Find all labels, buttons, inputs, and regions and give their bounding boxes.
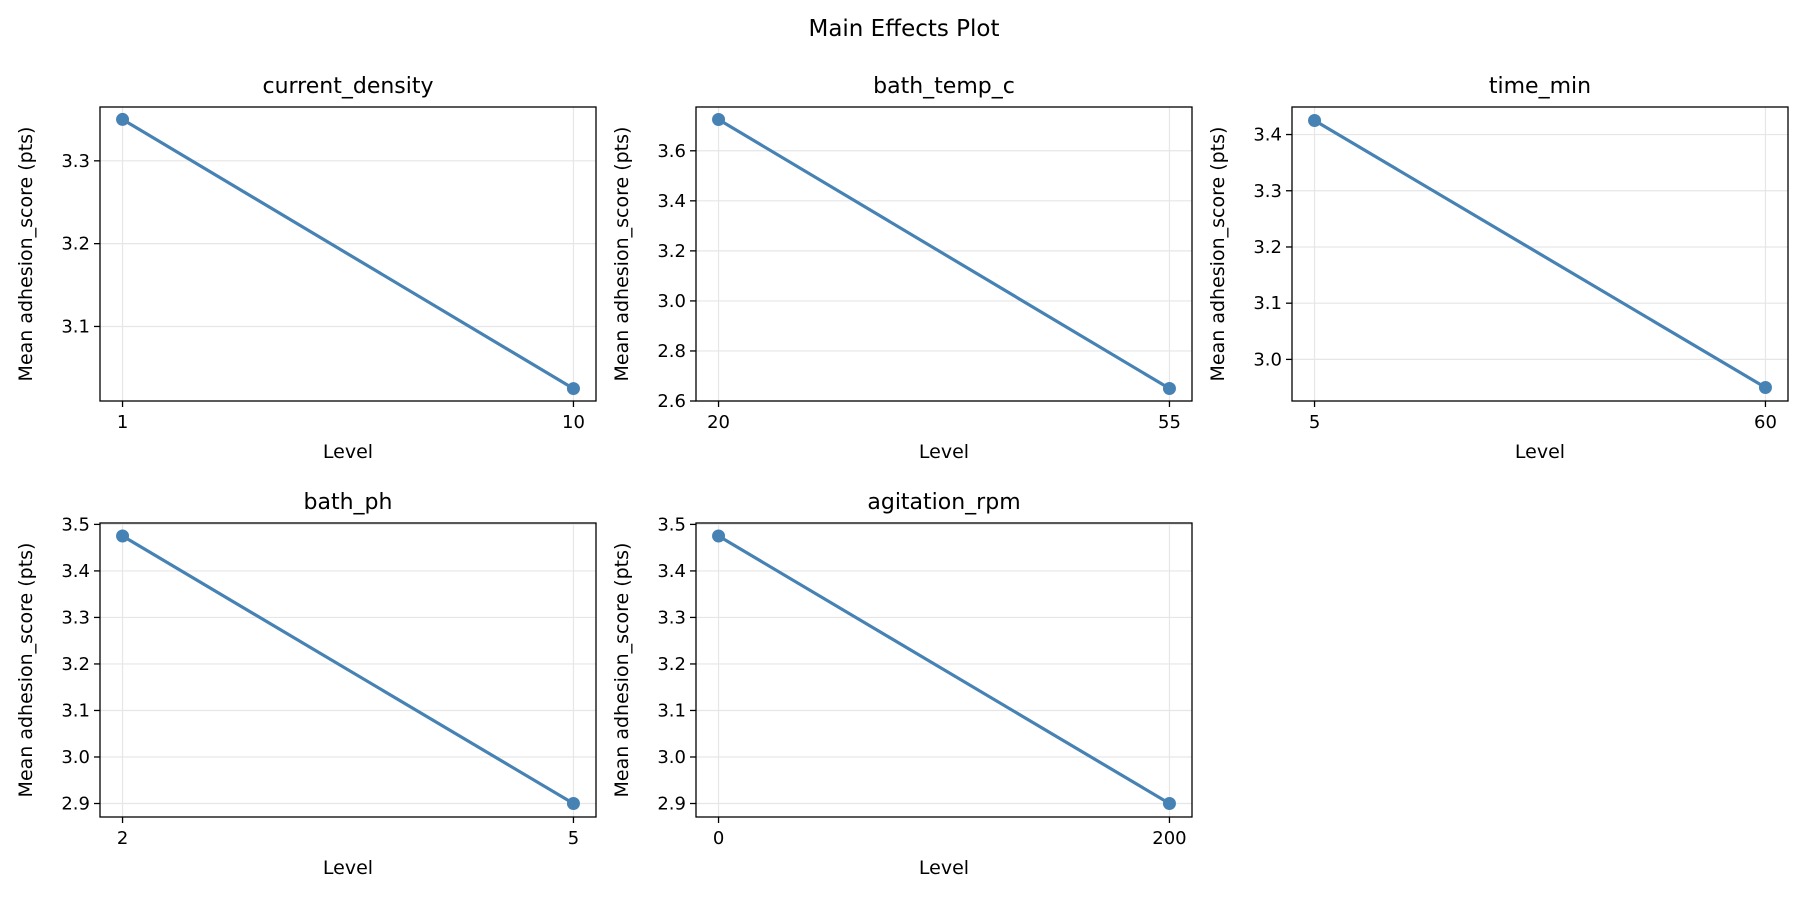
x-tick-label: 20 <box>707 412 730 433</box>
x-tick-label: 60 <box>1754 412 1777 433</box>
y-axis-label: Mean adhesion_score (pts) <box>15 127 37 382</box>
y-tick-label: 3.1 <box>1253 293 1282 314</box>
data-point <box>1162 381 1176 395</box>
plot-frame <box>695 106 1193 402</box>
subplot-title: time_min <box>1489 74 1591 99</box>
data-point <box>712 113 726 127</box>
y-tick-label: 3.3 <box>61 607 90 628</box>
y-tick-label: 2.9 <box>61 794 90 815</box>
x-axis-label: Level <box>323 857 373 879</box>
subplot-agitation_rpm: 2.9 3.0 3.1 3.2 3.3 3.4 3.5 0 200 agitation_rpm Le… <box>611 490 1193 879</box>
series-line <box>716 117 1172 391</box>
subplot-title: bath_ph <box>304 490 393 515</box>
y-tick-label: 3.1 <box>657 700 686 721</box>
y-tick-label: 3.4 <box>657 191 686 212</box>
y-tick-label: 3.1 <box>61 316 90 337</box>
y-tick-label: 3.4 <box>657 561 686 582</box>
y-tick-label: 3.2 <box>1253 237 1282 258</box>
subplot-bath_temp_c: 2.6 2.8 3.0 3.2 3.4 3.6 20 55 bath_temp_c Level Me… <box>611 74 1193 463</box>
x-axis-label: Level <box>919 441 969 463</box>
y-tick-label: 3.2 <box>657 654 686 675</box>
subplot-title: current_density <box>262 74 433 99</box>
y-tick-label: 3.5 <box>61 514 90 535</box>
y-tick-label: 3.6 <box>657 141 686 162</box>
figure-title: Main Effects Plot <box>808 16 999 42</box>
data-point <box>1758 381 1772 395</box>
x-tick-label: 200 <box>1152 828 1186 849</box>
y-axis-label: Mean adhesion_score (pts) <box>611 127 633 382</box>
x-tick-label: 5 <box>1309 412 1320 433</box>
y-axis-label: Mean adhesion_score (pts) <box>611 543 633 798</box>
y-tick-label: 3.2 <box>61 654 90 675</box>
series-line <box>1312 118 1768 390</box>
data-point <box>116 529 130 543</box>
x-tick-label: 0 <box>713 828 724 849</box>
data-point <box>566 797 580 811</box>
subplot-title: bath_temp_c <box>873 74 1015 99</box>
x-axis-label: Level <box>323 441 373 463</box>
series-line <box>120 534 576 806</box>
plot-frame <box>99 522 597 818</box>
plot-frame <box>99 106 597 402</box>
subplot-title: agitation_rpm <box>867 490 1020 515</box>
y-tick-label: 3.5 <box>657 514 686 535</box>
y-tick-label: 3.3 <box>657 607 686 628</box>
y-tick-label: 3.2 <box>657 241 686 262</box>
series-line <box>716 534 1172 806</box>
y-tick-label: 2.6 <box>657 391 686 412</box>
y-tick-label: 3.0 <box>61 747 90 768</box>
y-tick-label: 3.4 <box>61 561 90 582</box>
y-tick-label: 3.0 <box>657 291 686 312</box>
x-tick-label: 2 <box>117 828 128 849</box>
subplot-time_min: 3.0 3.1 3.2 3.3 3.4 5 60 time_min Level Mean adhe… <box>1207 74 1789 463</box>
y-axis-label: Mean adhesion_score (pts) <box>15 543 37 798</box>
data-point <box>712 529 726 543</box>
y-tick-label: 2.9 <box>657 794 686 815</box>
y-tick-label: 3.3 <box>61 151 90 172</box>
subplot-grid: 3.1 3.2 3.3 1 10 current_density Level Mean adh… <box>15 74 1789 879</box>
data-point <box>116 112 130 126</box>
series-line <box>120 117 576 391</box>
plot-frame <box>695 522 1193 818</box>
x-tick-label: 1 <box>117 412 128 433</box>
y-tick-label: 3.4 <box>1253 125 1282 146</box>
subplot-bath_ph: 2.9 3.0 3.1 3.2 3.3 3.4 3.5 2 5 bath_ph Level Mean … <box>15 490 597 879</box>
x-tick-label: 5 <box>568 828 579 849</box>
data-point <box>1162 797 1176 811</box>
y-tick-label: 3.0 <box>1253 349 1282 370</box>
y-tick-label: 3.3 <box>1253 181 1282 202</box>
subplot-current_density: 3.1 3.2 3.3 1 10 current_density Level Mean adh… <box>15 74 597 463</box>
x-tick-label: 10 <box>562 412 585 433</box>
x-axis-label: Level <box>919 857 969 879</box>
y-axis-label: Mean adhesion_score (pts) <box>1207 127 1229 382</box>
y-tick-label: 3.0 <box>657 747 686 768</box>
y-tick-label: 2.8 <box>657 341 686 362</box>
x-axis-label: Level <box>1515 441 1565 463</box>
y-tick-label: 3.2 <box>61 234 90 255</box>
x-tick-label: 55 <box>1158 412 1181 433</box>
y-tick-label: 3.1 <box>61 700 90 721</box>
data-point <box>1308 113 1322 127</box>
data-point <box>566 382 580 396</box>
plot-frame <box>1291 106 1789 402</box>
